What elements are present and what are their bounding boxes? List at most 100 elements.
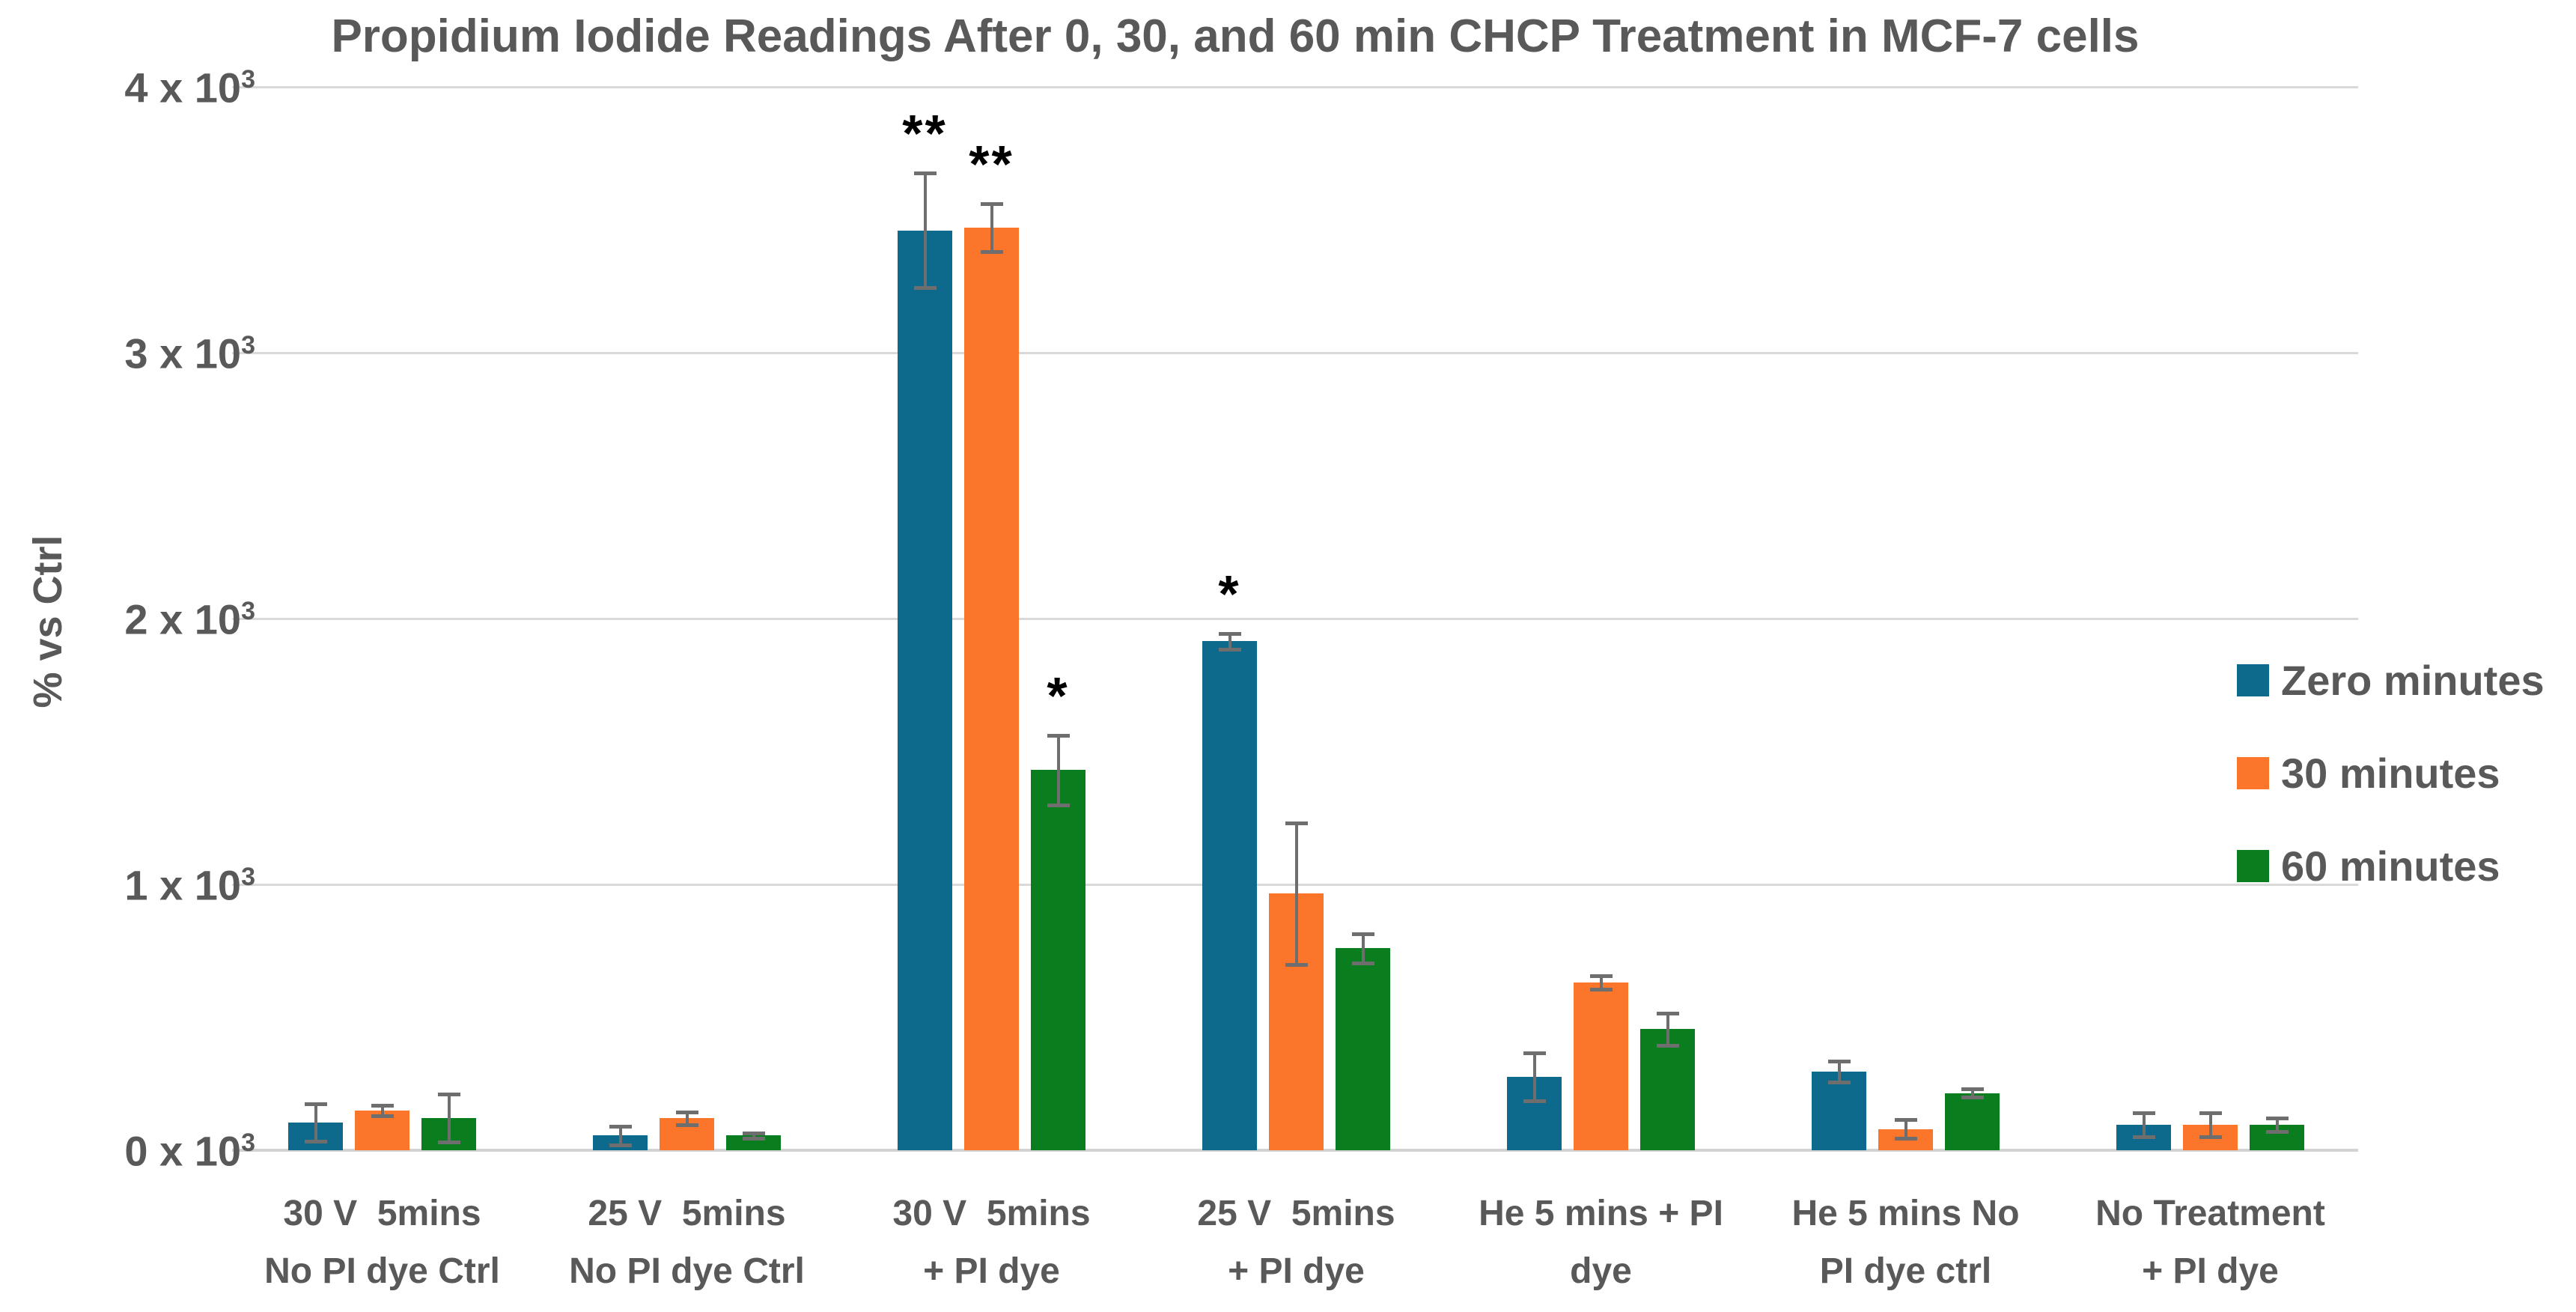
error-bar-cap xyxy=(1656,1012,1679,1016)
error-bar-cap xyxy=(1894,1137,1917,1141)
y-axis-tick-label: 0 x 103 xyxy=(124,1127,255,1175)
x-axis-category-line: No PI dye Ctrl xyxy=(264,1251,500,1291)
error-bar-cap xyxy=(437,1093,460,1097)
significance-marker: * xyxy=(1047,666,1070,726)
error-bar-cap xyxy=(675,1110,698,1114)
x-axis-category-label: He 5 mins + PI dye xyxy=(1429,1185,1773,1300)
error-bar-cap xyxy=(1589,988,1613,992)
error-bar xyxy=(685,1111,689,1126)
error-bar-cap xyxy=(1589,974,1613,979)
x-axis-category-line: 30 V 5mins xyxy=(283,1194,481,1233)
error-bar-cap xyxy=(2265,1117,2289,1121)
error-bar-cap xyxy=(2199,1111,2222,1116)
error-bar-cap xyxy=(2132,1111,2155,1116)
x-axis-category-label: 30 V 5mins + PI dye xyxy=(820,1185,1164,1300)
error-bar xyxy=(447,1094,451,1143)
error-bar-cap xyxy=(1523,1099,1546,1104)
error-bar xyxy=(2208,1113,2212,1138)
error-bar xyxy=(1228,633,1231,649)
error-bar-cap xyxy=(2265,1130,2289,1135)
error-bar-cap xyxy=(913,171,937,176)
error-bar-cap xyxy=(609,1143,632,1147)
legend-swatch-icon xyxy=(2237,757,2269,789)
x-axis-category-label: 25 V 5mins + PI dye xyxy=(1124,1185,1469,1300)
error-bar-cap xyxy=(1047,803,1070,807)
error-bar-cap xyxy=(913,286,937,291)
x-axis-category-line: + PI dye xyxy=(1228,1251,1365,1291)
bar-series-2-group-3 xyxy=(964,228,1019,1150)
error-bar xyxy=(1904,1120,1907,1139)
legend-swatch-icon xyxy=(2237,664,2269,696)
error-bar-cap xyxy=(304,1102,327,1106)
error-bar-cap xyxy=(2199,1135,2222,1140)
x-axis-category-label: 30 V 5mins No PI dye Ctrl xyxy=(210,1185,555,1300)
bar-series-1-group-3 xyxy=(898,230,952,1150)
error-bar xyxy=(1837,1061,1841,1083)
x-axis-category-line: + PI dye xyxy=(2142,1251,2279,1291)
error-bar-cap xyxy=(1218,631,1241,636)
error-bar-cap xyxy=(980,202,1003,207)
legend-item-60-minutes: 60 minutes xyxy=(2237,842,2545,890)
legend-label: Zero minutes xyxy=(2281,657,2545,704)
significance-marker: ** xyxy=(902,104,948,163)
bar-series-1-group-6 xyxy=(1812,1072,1866,1150)
error-bar-cap xyxy=(1218,647,1241,652)
significance-marker: * xyxy=(1218,564,1241,623)
error-bar-cap xyxy=(1827,1060,1851,1064)
error-bar xyxy=(618,1126,622,1145)
x-axis-category-line: PI dye ctrl xyxy=(1819,1251,1992,1291)
error-bar xyxy=(990,204,993,252)
legend: Zero minutes 30 minutes 60 minutes xyxy=(2237,656,2545,935)
significance-marker: ** xyxy=(969,135,1014,194)
gridline xyxy=(232,352,2358,354)
error-bar xyxy=(2142,1113,2146,1138)
x-axis-category-line: He 5 mins + PI xyxy=(1479,1194,1723,1233)
error-bar-cap xyxy=(1047,734,1070,738)
error-bar-cap xyxy=(437,1141,460,1145)
bar-series-3-group-2 xyxy=(726,1135,781,1150)
error-bar-cap xyxy=(1285,962,1308,967)
error-bar-cap xyxy=(1961,1087,1984,1092)
error-bar xyxy=(1056,735,1060,805)
error-bar-cap xyxy=(1285,821,1308,826)
bar-series-3-group-3 xyxy=(1031,770,1085,1150)
error-bar-cap xyxy=(2132,1135,2155,1140)
gridline xyxy=(232,618,2358,620)
x-axis-category-label: No Treatment + PI dye xyxy=(2038,1185,2383,1300)
error-bar-cap xyxy=(1827,1081,1851,1085)
error-bar xyxy=(380,1105,384,1116)
y-axis-tick-label: 2 x 103 xyxy=(124,595,255,643)
x-axis-category-line: 25 V 5mins xyxy=(1197,1194,1395,1233)
error-bar-cap xyxy=(742,1137,765,1141)
legend-label: 60 minutes xyxy=(2281,842,2500,890)
x-axis-line xyxy=(232,1149,2358,1152)
error-bar-cap xyxy=(742,1131,765,1135)
error-bar-cap xyxy=(980,250,1003,255)
error-bar xyxy=(1666,1013,1669,1045)
chart-title: Propidium Iodide Readings After 0, 30, a… xyxy=(331,10,2140,62)
error-bar xyxy=(1599,976,1603,990)
error-bar-cap xyxy=(609,1125,632,1129)
bar-series-2-group-5 xyxy=(1574,983,1628,1150)
error-bar-cap xyxy=(1351,961,1374,965)
error-bar-cap xyxy=(1656,1043,1679,1048)
error-bar xyxy=(2275,1118,2279,1132)
error-bar-cap xyxy=(371,1114,394,1118)
x-axis-category-line: No Treatment xyxy=(2095,1194,2325,1233)
error-bar-cap xyxy=(1523,1051,1546,1056)
bar-series-3-group-5 xyxy=(1640,1029,1695,1150)
error-bar-cap xyxy=(675,1123,698,1128)
bar-series-3-group-4 xyxy=(1336,948,1390,1150)
error-bar xyxy=(752,1132,755,1139)
error-bar xyxy=(1294,823,1298,965)
legend-label: 30 minutes xyxy=(2281,750,2500,797)
y-axis-tick-label: 3 x 103 xyxy=(124,329,255,377)
bar-series-1-group-4 xyxy=(1202,641,1257,1150)
bar-series-3-group-6 xyxy=(1945,1093,2000,1150)
x-axis-category-line: No PI dye Ctrl xyxy=(569,1251,805,1291)
x-axis-category-line: 30 V 5mins xyxy=(892,1194,1091,1233)
x-axis-category-label: 25 V 5mins No PI dye Ctrl xyxy=(515,1185,859,1300)
error-bar xyxy=(314,1103,317,1141)
error-bar-cap xyxy=(1894,1118,1917,1123)
